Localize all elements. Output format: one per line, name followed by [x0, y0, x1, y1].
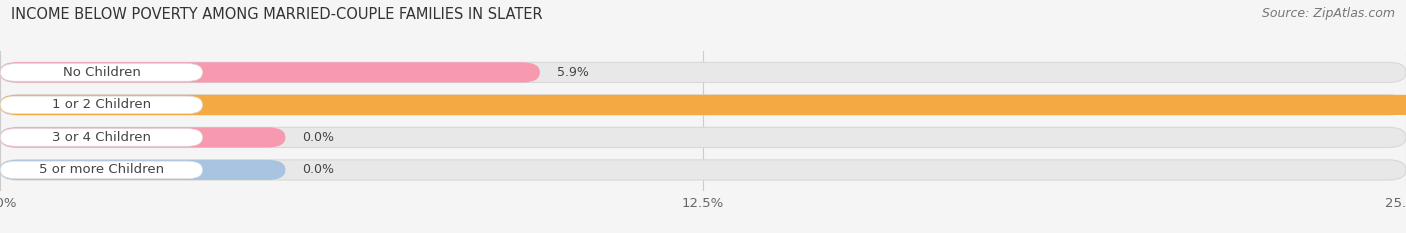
FancyBboxPatch shape	[0, 160, 1406, 180]
FancyBboxPatch shape	[0, 64, 202, 81]
Text: 5.9%: 5.9%	[557, 66, 589, 79]
Text: No Children: No Children	[62, 66, 141, 79]
FancyBboxPatch shape	[0, 127, 285, 147]
FancyBboxPatch shape	[0, 62, 1406, 82]
FancyBboxPatch shape	[0, 161, 202, 179]
FancyBboxPatch shape	[0, 129, 202, 146]
Text: 3 or 4 Children: 3 or 4 Children	[52, 131, 150, 144]
FancyBboxPatch shape	[0, 95, 1406, 115]
Text: 0.0%: 0.0%	[302, 131, 335, 144]
Text: Source: ZipAtlas.com: Source: ZipAtlas.com	[1261, 7, 1395, 20]
FancyBboxPatch shape	[0, 96, 202, 114]
Text: 0.0%: 0.0%	[302, 163, 335, 176]
FancyBboxPatch shape	[0, 160, 285, 180]
Text: 5 or more Children: 5 or more Children	[39, 163, 165, 176]
Text: INCOME BELOW POVERTY AMONG MARRIED-COUPLE FAMILIES IN SLATER: INCOME BELOW POVERTY AMONG MARRIED-COUPL…	[11, 7, 543, 22]
FancyBboxPatch shape	[0, 127, 1406, 147]
FancyBboxPatch shape	[0, 95, 1406, 115]
FancyBboxPatch shape	[0, 62, 540, 82]
Text: 1 or 2 Children: 1 or 2 Children	[52, 98, 150, 111]
